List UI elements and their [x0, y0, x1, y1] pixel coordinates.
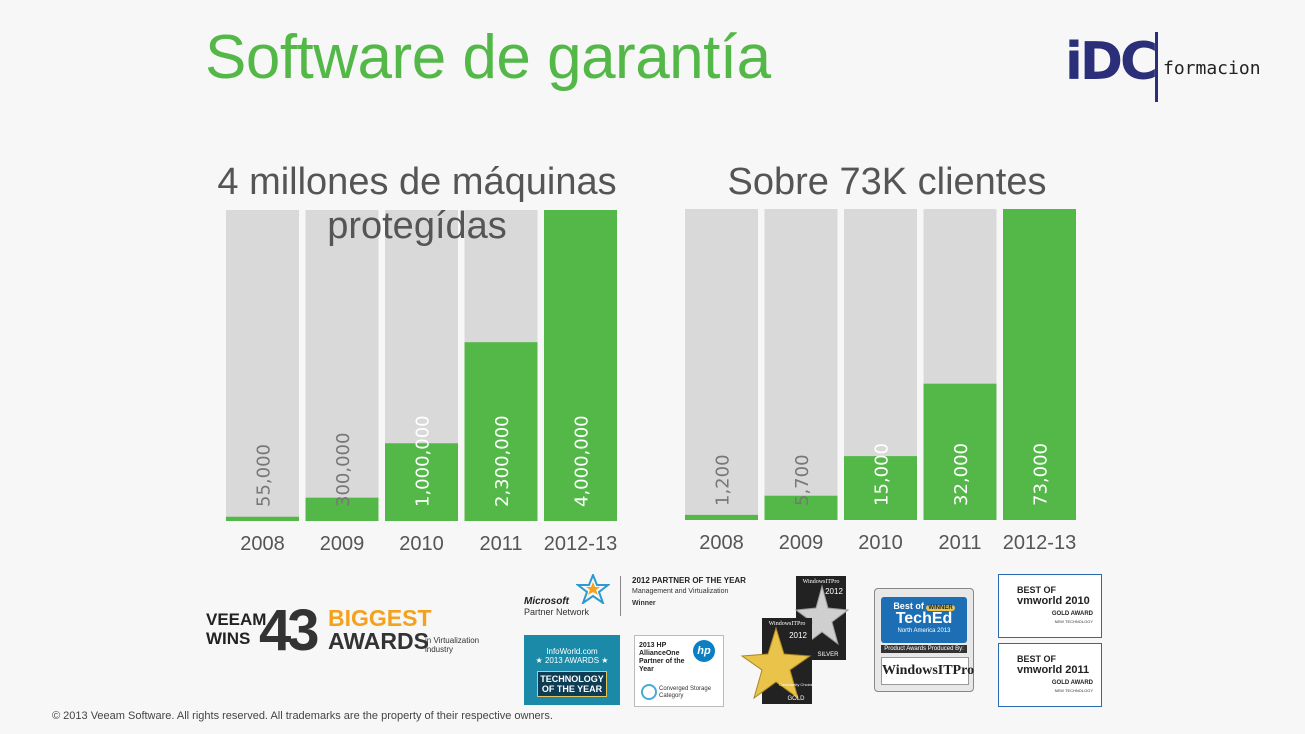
- vmworld-2011-name: vmworld 2011: [1017, 664, 1090, 676]
- veeam-awards-banner: VEEAM WINS 43 BIGGEST AWARDS in Virtuali…: [206, 602, 506, 660]
- veeam-word: VEEAM: [206, 610, 267, 629]
- teched-sponsor: WindowsITPro: [881, 657, 974, 685]
- chart-1-data-label: 2,300,000: [492, 415, 513, 507]
- idc-formacion-logo: iDC formacion: [1063, 30, 1273, 104]
- chart-1-bar: [464, 342, 538, 521]
- microsoft-brand: Microsoft: [524, 596, 569, 607]
- chart-1-bar: [226, 516, 299, 521]
- chart-2-category-label: 2010: [858, 532, 903, 554]
- gold-choice: Community Choice: [779, 682, 814, 687]
- winner-badge: WINNER: [926, 605, 955, 611]
- chart-1-category-label: 2008: [240, 533, 285, 555]
- gold-label: GOLD: [787, 696, 805, 702]
- chart-2-data-label: 32,000: [951, 443, 972, 506]
- ms-award-line2: Management and Virtualization: [632, 588, 729, 595]
- chart-2-bar: [764, 495, 838, 520]
- teched-award: Best of WINNER TechEd North America 2013…: [874, 588, 974, 692]
- biggest-word: BIGGEST: [328, 605, 432, 631]
- chart-1-bar: [385, 443, 458, 521]
- silver-label: SILVER: [818, 652, 840, 658]
- chart-2-category-label: 2009: [779, 532, 824, 554]
- vmworld-2011-gold: GOLD AWARD: [1051, 680, 1093, 686]
- chart-2-bar: [844, 456, 917, 520]
- chart-1-data-label: 4,000,000: [572, 415, 593, 507]
- chart-2-data-label: 1,200: [713, 454, 734, 506]
- veeam-wins-label: VEEAM WINS: [206, 610, 266, 648]
- chart-2-category-label: 2012-13: [1003, 532, 1076, 554]
- ms-divider: [620, 576, 621, 616]
- chart-1-bar: [305, 497, 379, 521]
- chart-2-bar: [1003, 209, 1076, 520]
- copyright-footer: © 2013 Veeam Software. All rights reserv…: [52, 710, 553, 722]
- chart-2-category-label: 2011: [938, 532, 981, 554]
- hp-partner-award: 2013 HP AllianceOne Partner of the Year …: [634, 635, 724, 707]
- teched-name: TechEd: [895, 610, 953, 627]
- vmworld-2011-header: BEST OF: [1017, 654, 1057, 664]
- vmworld-2010-header: BEST OF: [1017, 585, 1057, 595]
- chart-2-bar-track: [764, 209, 838, 520]
- microsoft-partner-award: Microsoft Partner Network 2012 PARTNER O…: [522, 574, 747, 624]
- storage-ring-icon: [641, 684, 657, 700]
- page-title: Software de garantía: [205, 23, 771, 92]
- silver-year: 2012: [825, 587, 843, 596]
- partner-star-icon: [576, 574, 610, 604]
- chart-1-category-label: 2010: [399, 533, 444, 555]
- best-of-label: Best of: [893, 601, 924, 611]
- gold-brand: WindowsITPro: [769, 621, 806, 627]
- wins-word: WINS: [206, 629, 251, 648]
- hp-award-title: 2013 HP AllianceOne Partner of the Year: [639, 642, 685, 673]
- infoworld-line1: InfoWorld.com: [546, 647, 598, 656]
- chart-1-title: 4 millones de máquinas protegídas: [217, 161, 617, 247]
- vmworld-2010-gold: GOLD AWARD: [1051, 611, 1093, 617]
- technology-of-year-badge: TECHNOLOGY OF THE YEAR: [537, 671, 607, 697]
- gold-year: 2012: [789, 631, 807, 640]
- vmworld-2011-note: NEW TECHNOLOGY: [1054, 688, 1093, 693]
- chart-1-data-label: 55,000: [254, 444, 275, 507]
- chart-1-bar: [544, 210, 617, 521]
- infoworld-line2: ★ 2013 AWARDS ★: [535, 656, 609, 665]
- windows-it-pro-stars: WindowsITPro 2012 SILVER WindowsITPro 20…: [740, 576, 850, 704]
- chart-1-category-label: 2012-13: [544, 533, 617, 555]
- teched-best: Best of WINNER: [881, 601, 967, 611]
- hp-logo-icon: hp: [693, 640, 715, 662]
- logo-mark: iDC: [1065, 32, 1158, 92]
- teched-header: Best of WINNER TechEd North America 2013: [881, 597, 967, 643]
- silver-brand: WindowsITPro: [803, 579, 840, 585]
- chart-1-category-label: 2011: [479, 533, 522, 555]
- awards-word: AWARDS: [328, 628, 429, 654]
- chart-2-bar: [685, 514, 758, 520]
- chart-2-title: Sobre 73K clientes: [727, 161, 1047, 203]
- chart-2-category-label: 2008: [699, 532, 744, 554]
- chart-2-data-label: 73,000: [1031, 443, 1052, 506]
- chart-1-bar-track: [305, 210, 379, 521]
- vmworld-2010-note: NEW TECHNOLOGY: [1054, 619, 1093, 624]
- chart-2-data-label: 15,000: [872, 443, 893, 506]
- teched-produced: Product Awards Produced By:: [881, 645, 967, 653]
- awards-count: 43: [259, 598, 319, 663]
- chart-2-bar: [923, 383, 997, 520]
- teched-region: North America 2013: [897, 628, 951, 634]
- chart-1-data-label: 1,000,000: [413, 415, 434, 507]
- chart-1-data-label: 300,000: [333, 433, 354, 507]
- vmworld-2011-award: BEST OF vmworld 2011 GOLD AWARD NEW TECH…: [998, 643, 1102, 707]
- vmworld-2010-award: BEST OF vmworld 2010 GOLD AWARD NEW TECH…: [998, 574, 1102, 638]
- ms-award-line1: 2012 PARTNER OF THE YEAR: [632, 576, 746, 585]
- hp-category: Converged Storage Category: [659, 686, 712, 699]
- chart-1-category-label: 2009: [320, 533, 365, 555]
- infoworld-award: InfoWorld.com ★ 2013 AWARDS ★ TECHNOLOGY…: [524, 635, 620, 705]
- industry-caption: in Virtualization industry: [425, 636, 480, 654]
- chart-1-bar-track: [226, 210, 299, 521]
- vmworld-2010-name: vmworld 2010: [1017, 595, 1090, 607]
- chart-2-bar-track: [685, 209, 758, 520]
- ms-award-line3: Winner: [632, 600, 656, 607]
- logo-sub: formacion: [1163, 58, 1261, 79]
- chart-2-data-label: 5,700: [792, 454, 813, 506]
- logo-divider: [1155, 32, 1158, 102]
- partner-network: Partner Network: [524, 607, 590, 617]
